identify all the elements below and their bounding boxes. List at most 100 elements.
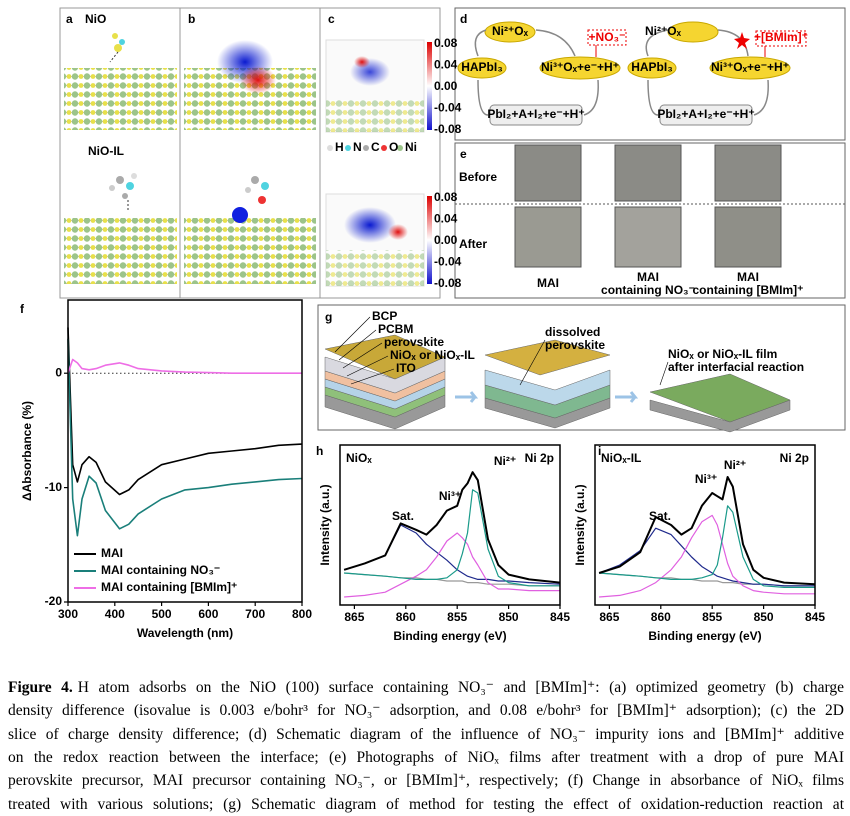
density-blob xyxy=(240,66,276,94)
colorbar-tick: 0.04 xyxy=(434,58,458,72)
row-label: Before xyxy=(459,170,497,184)
node-label: PbI₂+A+I₂+e⁻+H⁺ xyxy=(657,107,754,121)
colorbar xyxy=(427,196,432,284)
x-tick-label: 845 xyxy=(805,610,825,624)
photo xyxy=(614,206,682,268)
node xyxy=(667,21,719,43)
caption-line: on the redox reaction between the interf… xyxy=(8,746,844,769)
x-tick-label: 845 xyxy=(550,610,570,624)
node-label: Ni³⁺Oₓ+e⁻+H⁺ xyxy=(711,60,789,74)
arrow xyxy=(583,79,599,116)
annotation: Ni²⁺ xyxy=(724,458,746,472)
colorbar-tick: -0.04 xyxy=(434,255,462,269)
column-label: MAI xyxy=(737,270,759,284)
x-tick-label: 500 xyxy=(152,607,172,621)
colorbar-tick: 0.04 xyxy=(434,212,458,226)
leader xyxy=(659,361,669,386)
legend-label: O xyxy=(389,140,398,154)
caption-text: slice of charge density difference; (d) … xyxy=(8,725,844,743)
chart-label: NiOₓ-IL xyxy=(601,451,641,465)
leader xyxy=(350,368,395,385)
x-tick-label: 800 xyxy=(292,607,312,621)
node-box xyxy=(659,104,753,126)
series-line xyxy=(598,527,815,587)
colorbar-tick: 0.08 xyxy=(434,190,458,204)
slab xyxy=(64,68,177,130)
panel-letter: d xyxy=(460,12,467,26)
chart-label: Ni 2p xyxy=(780,451,809,465)
series-line xyxy=(343,471,561,584)
arrow xyxy=(474,29,487,57)
page: a NiO NiO-IL b c 0.08 0.04 0.00 -0.04 -0.08 0.08 0.… xyxy=(8,7,846,813)
slab xyxy=(184,218,316,284)
colorbar-tick: 0.08 xyxy=(434,36,458,50)
annotation: Ni³⁺ xyxy=(439,489,461,503)
molecule xyxy=(245,176,269,204)
caption-line: Figure 4. H atom adsorbs on the NiO (100)… xyxy=(8,676,844,699)
panel-letter: c xyxy=(328,12,335,26)
x-axis-label: Wavelength (nm) xyxy=(137,626,233,640)
ion-box xyxy=(755,30,807,47)
series-line xyxy=(67,327,303,496)
node-label: HAPbI₃ xyxy=(461,60,503,74)
caption-text: H atom adsorbs on the NiO (100) surface … xyxy=(77,679,844,696)
x-tick-label: 860 xyxy=(396,610,416,624)
photo xyxy=(614,144,682,202)
x-tick-label: 865 xyxy=(344,610,364,624)
colorbar-tick: 0.00 xyxy=(434,233,458,247)
arrow xyxy=(615,391,639,403)
x-tick-label: 860 xyxy=(651,610,671,624)
slice-atoms xyxy=(326,250,424,286)
series-line xyxy=(598,476,816,586)
x-tick-label: 400 xyxy=(105,607,125,621)
x-axis-label: Binding energy (eV) xyxy=(648,629,761,643)
panel-letter: i xyxy=(598,444,601,458)
annotation: Sat. xyxy=(392,509,414,523)
panel-letter: e xyxy=(460,147,467,161)
element-dots xyxy=(327,145,403,151)
x-axis-label: Binding energy (eV) xyxy=(393,629,506,643)
x-tick-label: 300 xyxy=(58,607,78,621)
density-blob xyxy=(232,207,248,223)
leader xyxy=(338,329,377,361)
plot-frame xyxy=(594,444,816,606)
x-tick-label: 850 xyxy=(499,610,519,624)
leader xyxy=(346,355,389,377)
caption-text: perovskite precursor, MAI precursor cont… xyxy=(8,772,844,790)
panel-letter: a xyxy=(66,12,73,26)
molecule xyxy=(109,173,137,212)
chart-label: NiOₓ xyxy=(346,451,372,465)
layer-label: NiOₓ or NiOₓ-IL film xyxy=(668,347,777,361)
series-line xyxy=(67,358,302,374)
slab xyxy=(64,218,177,284)
photo xyxy=(714,144,782,202)
density-blob xyxy=(354,56,370,68)
arrow xyxy=(753,79,769,116)
arrow xyxy=(455,391,479,403)
x-tick-label: 855 xyxy=(702,610,722,624)
colorbar-tick: -0.08 xyxy=(434,122,462,136)
annotation: Ni³⁺ xyxy=(695,472,717,486)
caption-line: perovskite precursor, MAI precursor cont… xyxy=(8,769,844,792)
x-tick-label: 855 xyxy=(447,610,467,624)
layer-label: after interfacial reaction xyxy=(668,360,804,374)
plot-frame xyxy=(67,299,303,603)
x-tick-label: 700 xyxy=(245,607,265,621)
layer-label: perovskite xyxy=(545,338,605,352)
y-tick-label: -10 xyxy=(45,480,63,494)
node-label: HAPbI₃ xyxy=(631,60,673,74)
x-tick-label: 600 xyxy=(198,607,218,621)
colorbar-tick: 0.00 xyxy=(434,79,458,93)
panel-e xyxy=(454,142,846,299)
x-tick-label: 850 xyxy=(754,610,774,624)
panel-letter: g xyxy=(325,310,332,324)
photo xyxy=(714,206,782,268)
leader xyxy=(342,342,383,369)
node-label: PbI₂+A+I₂+e⁻+H⁺ xyxy=(487,107,584,121)
y-tick-label: 0 xyxy=(55,365,62,379)
node-box xyxy=(489,104,583,126)
node xyxy=(484,21,536,43)
series-line xyxy=(599,505,815,588)
row-label: After xyxy=(459,237,487,251)
layer-label: perovskite xyxy=(384,335,444,349)
